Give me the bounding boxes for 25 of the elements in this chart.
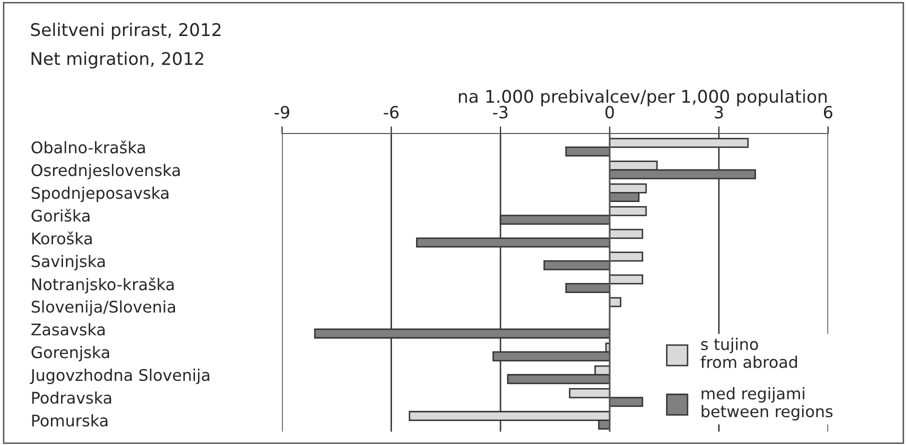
y-tick-label: Gorenjska bbox=[32, 346, 110, 362]
bar bbox=[608, 297, 622, 308]
text: Net migration, 2012 bbox=[32, 52, 204, 68]
x-axis-title: na 1.000 prebivalcev/per 1,000 population bbox=[458, 90, 827, 106]
y-tick-label: Koroška bbox=[32, 231, 92, 244]
x-tick-label: -9 bbox=[274, 106, 290, 118]
x-tick-label: 6 bbox=[824, 106, 832, 118]
x-tick-label: -6 bbox=[384, 106, 399, 118]
y-tick-label: Slovenija/Slovenia bbox=[32, 300, 176, 316]
y-tick-label: Pomurska bbox=[32, 414, 108, 427]
y-tick-label: Zasavska bbox=[31, 323, 105, 336]
y-tick-label: Notranjsko-kraška bbox=[32, 277, 174, 294]
y-tick-label: Obalno-kraška bbox=[32, 140, 145, 154]
x-tick-label: -3 bbox=[492, 106, 508, 118]
y-tick-label: Savinjska bbox=[32, 254, 105, 270]
legend-label: s tujino from abroad bbox=[700, 338, 797, 368]
y-tick-label: Osrednjeslovenska bbox=[32, 164, 180, 180]
legend-label: med regijami between regions bbox=[702, 387, 833, 420]
x-tick-label: 0 bbox=[605, 106, 614, 118]
y-tick-label: Jugovzhodna Slovenija bbox=[30, 368, 210, 384]
x-tick-label: 3 bbox=[714, 106, 723, 118]
text: Selitveni prirast, 2012 bbox=[31, 22, 220, 40]
y-tick-label: Podravska bbox=[32, 391, 112, 404]
y-tick-label: Goriška bbox=[32, 208, 90, 222]
y-tick-label: Spodnjeposavska bbox=[32, 186, 168, 202]
